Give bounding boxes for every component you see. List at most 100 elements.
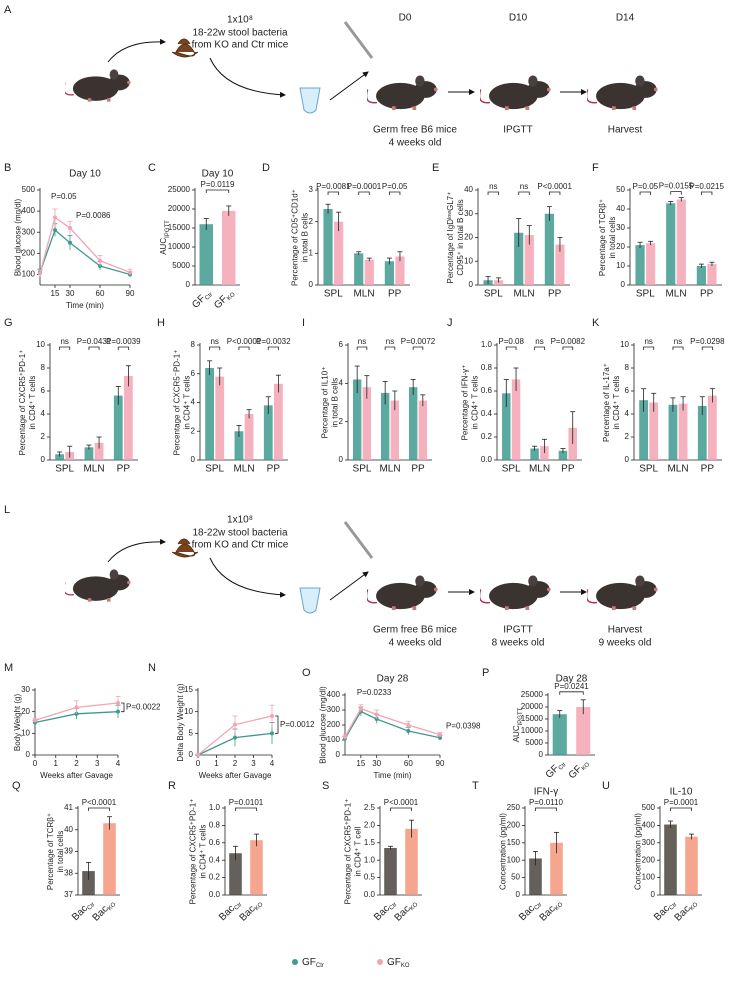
y-tick-label: 100 (507, 855, 521, 864)
y-tick-label: 6 (625, 386, 630, 395)
bar (530, 448, 539, 460)
x-tick-label: SPL (502, 464, 521, 475)
x-tick-label: 0 (33, 759, 38, 768)
bar (707, 395, 717, 460)
p-value: ns (644, 337, 652, 346)
legend-label: GFCtr (302, 957, 324, 969)
p-value: P=0.0101 (229, 798, 264, 807)
bar (666, 203, 676, 285)
chart-title: IFN-γ (534, 787, 558, 798)
p-value: P<0.0001 (82, 798, 117, 807)
x-tick-label-sub: Ctr (233, 901, 243, 911)
bar (646, 243, 656, 285)
bar (576, 707, 591, 755)
bar (199, 224, 213, 285)
point (438, 735, 442, 740)
bar (511, 379, 521, 460)
point (343, 735, 347, 739)
point (270, 714, 274, 718)
bar (558, 450, 568, 460)
y-tick-label: 300 (22, 227, 36, 236)
y-tick-label: 0 (621, 280, 626, 289)
y-tick-label: 150 (507, 838, 521, 847)
legend-label-main: GF (387, 957, 401, 968)
bar (352, 379, 362, 460)
mouse-icon (480, 74, 552, 110)
panel-letter: A (4, 4, 12, 16)
y-axis-label-sub: IPGTT (165, 220, 171, 238)
x-tick-label: PP (117, 464, 131, 475)
bar (84, 447, 94, 460)
p-value: ns (520, 182, 528, 191)
y-axis-label-main: AUC (159, 238, 168, 255)
p-value: ns (489, 182, 497, 191)
arrow (329, 71, 369, 101)
point (68, 240, 72, 245)
y-tick-label: 20 (464, 233, 473, 242)
y-tick-label: 8 (41, 363, 46, 372)
x-tick-label: PP (548, 289, 562, 300)
chart-title: Day 10 (69, 169, 101, 180)
bar (364, 259, 374, 285)
panel-letter: C (148, 162, 156, 174)
y-axis-label: in CD4⁺ T cell (353, 826, 362, 876)
x-tick-label: 3 (251, 759, 256, 768)
p-value: P=0.0022 (126, 702, 161, 711)
x-tick-label: PP (561, 464, 575, 475)
y-tick-label: 40 (64, 825, 73, 834)
x-tick-label: BacKO (90, 897, 117, 924)
y-axis-label: Percentage of CXCR5⁺PD-1⁺ (188, 799, 197, 905)
x-tick-label: MLN (667, 464, 688, 475)
dose: 1x10⁸ (227, 15, 253, 26)
bracket (534, 346, 545, 350)
bracket (358, 191, 370, 195)
step-text: 9 weeks old (599, 638, 652, 649)
point (53, 215, 57, 220)
bracket (88, 346, 100, 350)
y-axis-label: in total cells (608, 217, 617, 259)
p-value: P=0.0032 (256, 337, 291, 346)
bar (273, 383, 283, 460)
y-tick-label: 200 (22, 248, 36, 257)
x-tick-label: 15 (356, 759, 365, 768)
legend-marker (377, 959, 383, 965)
y-tick-label: 4 (41, 409, 46, 418)
x-tick-label: PP (388, 289, 402, 300)
point (406, 729, 411, 733)
bar (685, 836, 698, 895)
y-axis-label: Delta Body Weight (g) (176, 683, 185, 761)
x-tick-label: SPL (484, 289, 503, 300)
y-tick-label: 2 (309, 217, 314, 226)
chart-title: Day 28 (377, 674, 409, 685)
y-tick-label: 30 (464, 209, 473, 218)
p-value: ns (60, 337, 68, 346)
point (116, 709, 120, 714)
panel-letter: I (302, 317, 305, 329)
bar (215, 376, 225, 460)
y-tick-label: 0.8 (481, 363, 493, 372)
x-tick-label-sub: Ctr (668, 901, 678, 911)
bar (250, 840, 263, 895)
legend-marker (292, 959, 298, 965)
y-tick-label: 8 (191, 340, 196, 349)
point (68, 226, 72, 230)
bar (123, 376, 133, 460)
x-tick-label-sub: Ctr (204, 291, 214, 301)
y-tick-label: 0.0 (481, 455, 493, 464)
p-value: P=0.0001 (347, 182, 382, 191)
y-tick-label: 50 (616, 185, 625, 194)
x-tick-label: 30 (372, 759, 381, 768)
p-value: P=0.08 (498, 337, 524, 346)
panel-letter: S (322, 780, 329, 792)
x-tick-label: 15 (51, 289, 60, 298)
y-tick-label: 15000 (168, 223, 191, 232)
p-value: P=0.0012 (280, 720, 315, 729)
series-line (344, 710, 441, 739)
point (438, 732, 442, 737)
x-tick-label: SPL (636, 289, 655, 300)
x-tick-label-sub: Ctr (388, 901, 398, 911)
y-axis-label: Blood glucose (mg/dl) (13, 198, 22, 276)
y-tick-label: 4 (339, 378, 344, 387)
x-tick-label: BacKO (537, 897, 564, 924)
